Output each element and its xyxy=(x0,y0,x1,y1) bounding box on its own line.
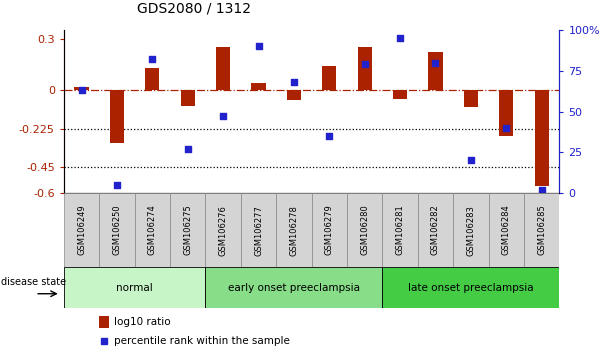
Bar xyxy=(99,193,134,267)
Text: early onset preeclampsia: early onset preeclampsia xyxy=(228,282,360,293)
Text: GSM106276: GSM106276 xyxy=(219,205,227,256)
Point xyxy=(466,158,475,163)
Text: GSM106283: GSM106283 xyxy=(466,205,475,256)
Bar xyxy=(241,193,276,267)
Text: normal: normal xyxy=(116,282,153,293)
Bar xyxy=(74,87,89,90)
Text: GSM106278: GSM106278 xyxy=(289,205,299,256)
Bar xyxy=(206,193,241,267)
Text: GSM106279: GSM106279 xyxy=(325,205,334,256)
Text: late onset preeclampsia: late onset preeclampsia xyxy=(408,282,534,293)
Text: GSM106282: GSM106282 xyxy=(431,205,440,256)
Bar xyxy=(382,267,559,308)
Text: percentile rank within the sample: percentile rank within the sample xyxy=(114,336,289,346)
Text: GSM106284: GSM106284 xyxy=(502,205,511,256)
Bar xyxy=(358,47,371,90)
Point xyxy=(112,182,122,188)
Text: GSM106281: GSM106281 xyxy=(396,205,404,256)
Bar xyxy=(499,90,513,136)
Text: GSM106280: GSM106280 xyxy=(360,205,369,256)
Bar xyxy=(489,193,524,267)
Bar xyxy=(453,193,489,267)
Bar xyxy=(287,90,301,101)
Bar xyxy=(534,90,549,186)
Bar xyxy=(418,193,453,267)
Bar xyxy=(276,193,311,267)
Point xyxy=(148,57,157,62)
Point xyxy=(537,187,547,193)
Text: GSM106275: GSM106275 xyxy=(183,205,192,256)
Point xyxy=(325,133,334,139)
Bar xyxy=(311,193,347,267)
Point xyxy=(289,79,299,85)
Text: GSM106285: GSM106285 xyxy=(537,205,546,256)
Bar xyxy=(393,90,407,99)
Point xyxy=(254,44,263,49)
Bar xyxy=(64,267,206,308)
Bar xyxy=(382,193,418,267)
Point xyxy=(360,62,370,67)
Bar xyxy=(110,90,124,143)
Text: GSM106250: GSM106250 xyxy=(112,205,122,256)
Point xyxy=(77,87,86,93)
Bar xyxy=(347,193,382,267)
Bar xyxy=(524,193,559,267)
Text: GDS2080 / 1312: GDS2080 / 1312 xyxy=(137,2,250,16)
Point xyxy=(430,60,440,65)
Bar xyxy=(181,90,195,105)
Text: log10 ratio: log10 ratio xyxy=(114,317,170,327)
Bar xyxy=(429,52,443,90)
Bar xyxy=(216,47,230,90)
Text: GSM106249: GSM106249 xyxy=(77,205,86,256)
Bar xyxy=(99,316,109,328)
Bar xyxy=(464,90,478,107)
Bar xyxy=(322,66,336,90)
Point xyxy=(395,35,405,41)
Bar xyxy=(134,193,170,267)
Bar xyxy=(206,267,382,308)
Point xyxy=(218,114,228,119)
Text: GSM106277: GSM106277 xyxy=(254,205,263,256)
Bar xyxy=(252,83,266,90)
Point xyxy=(502,125,511,131)
Bar xyxy=(145,68,159,90)
Bar xyxy=(170,193,206,267)
Point xyxy=(183,146,193,152)
Text: GSM106274: GSM106274 xyxy=(148,205,157,256)
Text: disease state: disease state xyxy=(1,276,66,286)
Bar xyxy=(64,193,99,267)
